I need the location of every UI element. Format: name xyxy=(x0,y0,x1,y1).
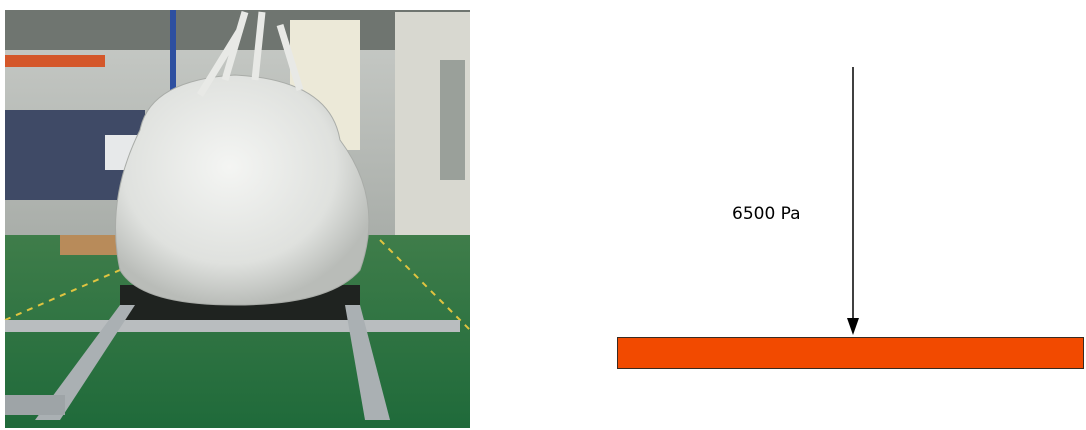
rail xyxy=(5,320,460,332)
rail-foot xyxy=(5,395,65,415)
pillar xyxy=(170,10,176,160)
orange-beam xyxy=(5,55,105,67)
load-arrow-head xyxy=(847,318,859,335)
plate xyxy=(617,337,1084,369)
pallet xyxy=(60,235,130,255)
photo xyxy=(4,10,471,428)
machine-panel xyxy=(440,60,465,180)
load-diagram: 6500 Pa xyxy=(617,67,1084,369)
load-label: 6500 Pa xyxy=(732,204,801,224)
bulk-bag xyxy=(115,74,370,306)
floor-marking xyxy=(379,239,471,331)
rail xyxy=(345,305,390,420)
floor-marking xyxy=(4,269,121,321)
bag-loops xyxy=(197,11,304,97)
rail xyxy=(35,305,135,420)
